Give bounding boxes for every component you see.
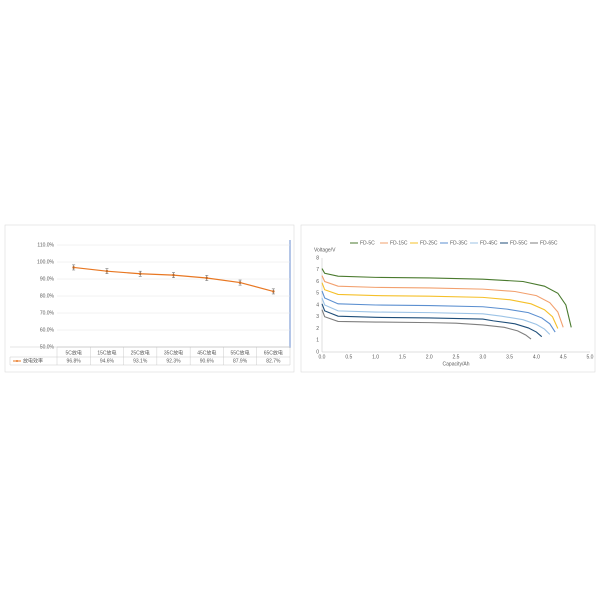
series-line [321, 290, 556, 333]
error-bar [205, 275, 209, 281]
x-tick-label: 15C放电 [97, 349, 116, 356]
x-tick-label: 4.5 [560, 354, 567, 360]
data-table-value: 90.6% [200, 358, 215, 364]
legend-label: 放电效率 [23, 357, 43, 364]
y-tick-label: 6 [316, 279, 319, 285]
x-tick-label: 1.0 [372, 354, 379, 360]
legend-label: FD-15C [390, 240, 408, 246]
error-bar [138, 270, 142, 277]
y-tick-label: 4 [316, 302, 319, 308]
data-table-value: 96.8% [67, 358, 82, 364]
x-tick-label: 25C放电 [131, 349, 150, 356]
y-tick-label: 3 [316, 314, 319, 320]
x-tick-label: 2.0 [426, 354, 433, 360]
x-tick-label: 3.0 [479, 354, 486, 360]
legend-label: FD-25C [420, 240, 438, 246]
x-tick-label: 45C放电 [197, 349, 216, 356]
y-tick-label: 70.0% [40, 310, 55, 316]
error-bar [105, 268, 109, 274]
series-line [321, 309, 532, 340]
y-tick-label: 80.0% [40, 293, 55, 299]
y-tick-label: 1 [316, 338, 319, 344]
y-tick-label: 7 [316, 267, 319, 273]
legend-label: FD-55C [510, 240, 528, 246]
data-table-value: 93.1% [133, 358, 148, 364]
y-tick-label: 2 [316, 326, 319, 332]
x-axis-label: Capacity/Ah [443, 361, 470, 367]
data-table-value: 94.6% [100, 358, 115, 364]
error-bar [271, 288, 275, 295]
x-tick-label: 5.0 [587, 354, 594, 360]
x-tick-label: 5C放电 [65, 349, 81, 356]
series-line [321, 297, 551, 335]
x-tick-label: 1.5 [399, 354, 406, 360]
x-tick-label: 55C放电 [230, 349, 249, 356]
y-tick-label: 100.0% [37, 259, 55, 265]
y-tick-label: 90.0% [40, 276, 55, 282]
legend-label: FD-65C [540, 240, 558, 246]
data-table-value: 92.3% [166, 358, 181, 364]
y-tick-label: 60.0% [40, 327, 55, 333]
legend-swatch-dot [16, 360, 18, 362]
series-line [321, 303, 543, 338]
x-tick-label: 35C放电 [164, 349, 183, 356]
error-bar [172, 272, 175, 278]
y-axis-label: Voltage/V [314, 247, 336, 253]
x-tick-label: 4.0 [533, 354, 540, 360]
legend-label: FD-5C [360, 240, 375, 246]
error-bar [238, 279, 242, 286]
series-line [321, 275, 564, 328]
left-panel [4, 224, 295, 373]
y-tick-label: 50.0% [40, 344, 55, 350]
legend-label: FD-35C [450, 240, 468, 246]
legend-label: FD-45C [480, 240, 498, 246]
x-tick-label: 0.5 [345, 354, 352, 360]
data-table-value: 87.9% [233, 358, 248, 364]
y-tick-label: 5 [316, 291, 319, 297]
x-tick-label: 0.0 [319, 354, 326, 360]
series-line [321, 268, 572, 328]
y-tick-label: 0 [316, 349, 319, 355]
x-tick-label: 2.5 [453, 354, 460, 360]
y-tick-label: 8 [316, 255, 319, 261]
right-panel [300, 224, 596, 373]
error-bar [72, 264, 76, 271]
x-tick-label: 3.5 [506, 354, 513, 360]
data-table-value: 82.7% [266, 358, 281, 364]
x-tick-label: 65C放电 [264, 349, 283, 356]
y-tick-label: 110.0% [37, 242, 54, 248]
series-line [321, 282, 559, 329]
